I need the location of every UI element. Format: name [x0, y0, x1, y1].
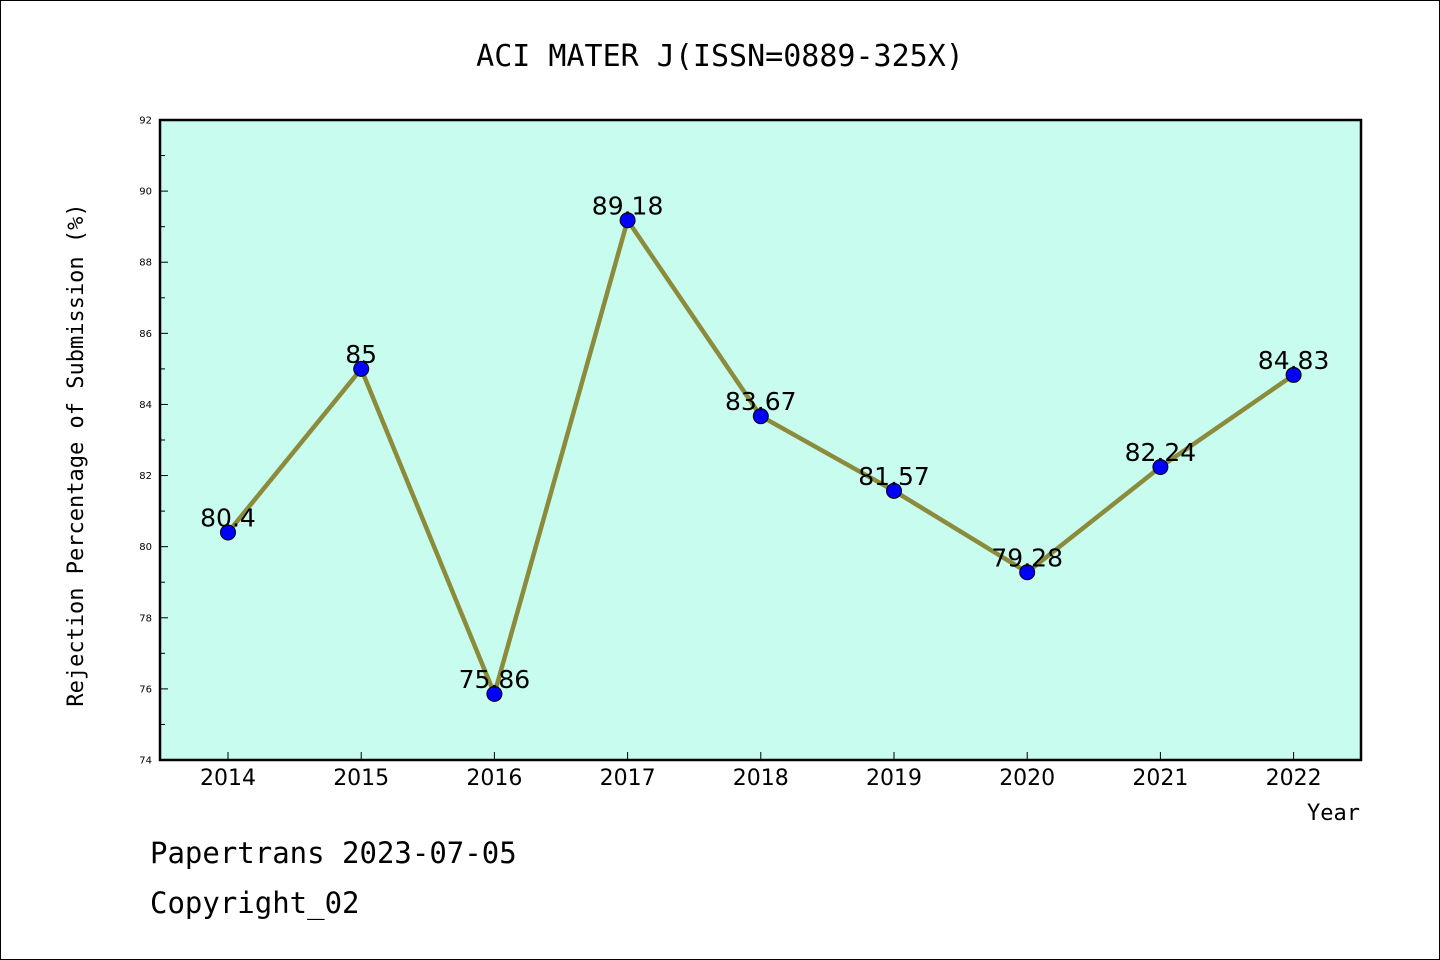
- data-point: [619, 212, 636, 229]
- data-label: 89.18: [592, 191, 664, 220]
- y-tick-label: 86: [139, 329, 152, 340]
- data-labels-layer: 80.4 85 75.86 89.18 83.67 81.57 79.28 82.24 84.8…: [200, 191, 1329, 694]
- data-point: [486, 685, 503, 702]
- x-tick-label: 2022: [1266, 766, 1322, 791]
- data-label: 79.28: [991, 543, 1063, 572]
- data-point: [1285, 366, 1302, 383]
- data-point: [1019, 564, 1036, 581]
- y-tick-label: 84: [139, 400, 152, 411]
- y-tick-label: 82: [139, 471, 152, 482]
- chart-title: ACI MATER J(ISSN=0889-325X): [476, 39, 964, 74]
- data-point: [353, 360, 370, 377]
- footer-copyright-text: Copyright_02: [150, 886, 360, 920]
- data-label: 81.57: [858, 462, 930, 491]
- y-axis-label: Rejection Percentage of Submission (%): [64, 203, 89, 706]
- x-tick-label: 2015: [333, 766, 389, 791]
- y-tick-label: 76: [139, 684, 152, 695]
- data-label: 80.4: [200, 503, 256, 532]
- data-label: 82.24: [1125, 438, 1197, 467]
- data-point: [752, 408, 769, 425]
- plot-area: [160, 120, 1361, 760]
- x-tick-label: 2018: [733, 766, 789, 791]
- x-tick-label: 2021: [1132, 766, 1188, 791]
- data-label: 85: [345, 340, 377, 369]
- x-axis-label: Year: [1307, 801, 1360, 826]
- y-tick-label: 80: [139, 542, 152, 553]
- y-tick-label: 88: [139, 258, 152, 269]
- y-tick-label: 74: [139, 756, 152, 767]
- y-tick-label: 78: [139, 613, 152, 624]
- data-point: [886, 482, 902, 499]
- markers-layer: [220, 212, 1302, 702]
- data-point: [220, 524, 236, 541]
- y-tick-label: 90: [139, 187, 152, 198]
- x-tick-label: 2017: [600, 766, 656, 791]
- footer-date-text: Papertrans 2023-07-05: [150, 836, 517, 870]
- y-tick-label: 92: [139, 116, 152, 127]
- x-tick-label: 2019: [866, 766, 922, 791]
- x-tick-label: 2016: [466, 766, 522, 791]
- plot-frame: [158, 118, 1363, 762]
- data-label: 83.67: [725, 387, 797, 416]
- data-label: 84.83: [1258, 346, 1330, 375]
- x-tick-label: 2014: [200, 766, 256, 791]
- x-tick-label: 2020: [999, 766, 1055, 791]
- data-label: 75.86: [459, 665, 531, 694]
- data-point: [1152, 459, 1169, 476]
- axis-ticks: 74 76 78 80 82 84 86 88 90 92 2014 2015 2016 2017 2018…: [139, 116, 1321, 792]
